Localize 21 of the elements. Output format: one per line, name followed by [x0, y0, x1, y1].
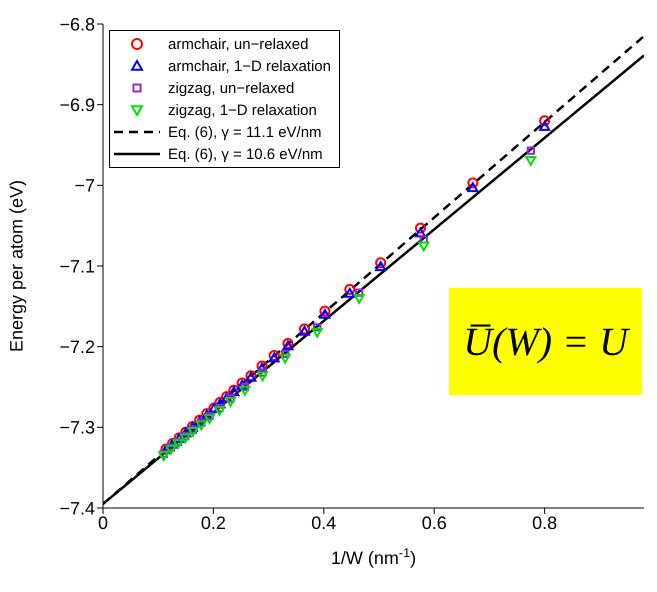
legend-label: Eq. (6), γ = 10.6 eV/nm: [168, 146, 323, 162]
legend-label: armchair, 1−D relaxation: [168, 58, 331, 74]
legend-label: zigzag, 1−D relaxation: [168, 102, 317, 118]
x-axis-title: 1/W (nm$^{-1}$): [330, 546, 416, 568]
x-tick-label: 0.2: [200, 512, 226, 533]
y-tick-label: −7: [74, 176, 95, 196]
x-tick-label: 0: [98, 512, 108, 533]
y-tick-label: −7.1: [59, 256, 95, 276]
annotation: U̅(W) = U: [449, 288, 642, 395]
x-tick-label: 0.8: [532, 512, 558, 533]
y-tick-label: −7.2: [59, 337, 95, 358]
y-tick-label: −7.4: [59, 498, 95, 518]
x-tick-label: 0.6: [422, 512, 447, 533]
y-axis-title: Energy per atom (eV): [6, 180, 26, 352]
y-tick-label: −6.8: [59, 14, 95, 34]
y-tick-label: −7.3: [59, 418, 95, 438]
legend-label: armchair, un−relaxed: [168, 36, 308, 52]
y-tick-label: −6.9: [59, 95, 95, 116]
x-tick-label: 0.4: [311, 512, 336, 533]
legend-label: zigzag, un−relaxed: [168, 80, 294, 96]
legend-label: Eq. (6), γ = 11.1 eV/nm: [168, 124, 322, 140]
